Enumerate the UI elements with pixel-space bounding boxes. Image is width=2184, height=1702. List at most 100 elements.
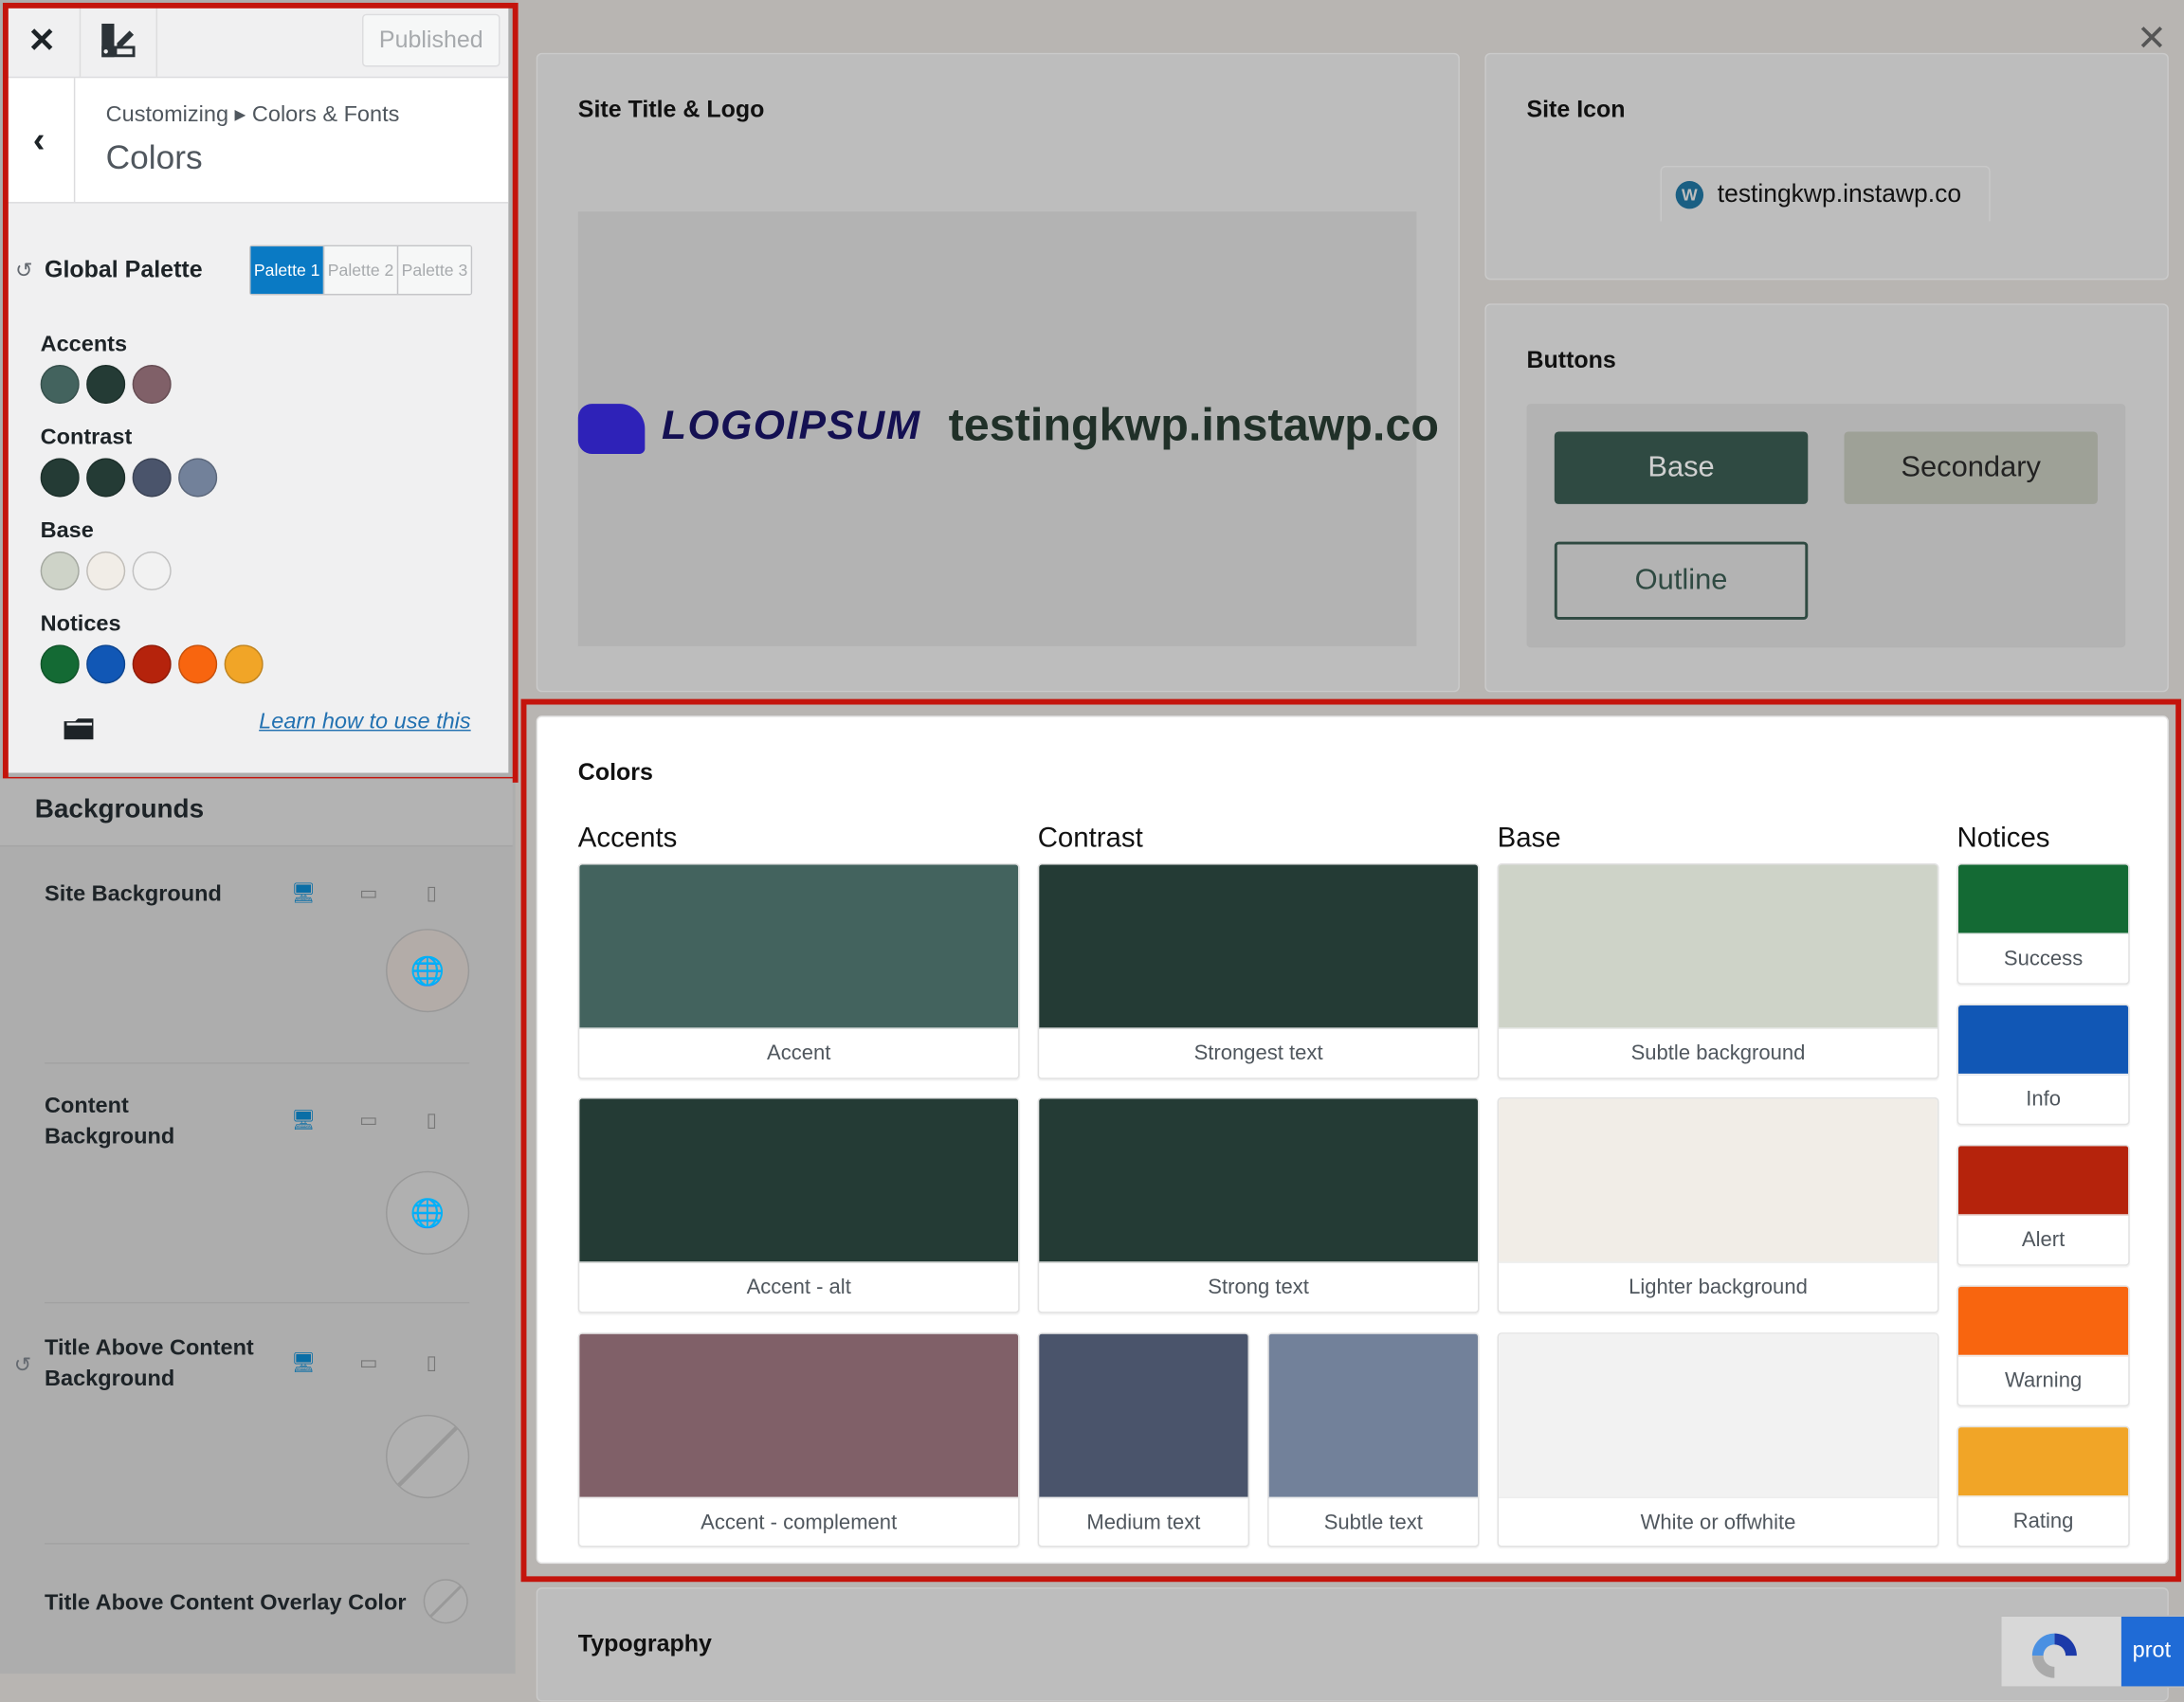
palette-color-swatch[interactable] bbox=[224, 644, 264, 684]
outline-button[interactable]: Outline bbox=[1554, 541, 1809, 620]
swatch-color bbox=[1268, 1333, 1479, 1499]
color-swatch-accent-alt[interactable]: Accent - alt bbox=[577, 1096, 1020, 1313]
back-button[interactable]: ‹ bbox=[4, 78, 76, 203]
palette-color-swatch[interactable] bbox=[40, 458, 80, 498]
swatch-color bbox=[1957, 1286, 2129, 1357]
paint-edit-icon[interactable] bbox=[81, 4, 158, 77]
content-background-picker[interactable]: 🌐 bbox=[386, 1170, 470, 1255]
palette-color-swatch[interactable] bbox=[178, 458, 218, 498]
global-palette-label: Global Palette bbox=[45, 256, 203, 283]
global-palette-panel: ↺ Global Palette Palette 1 Palette 2 Pal… bbox=[4, 203, 509, 773]
swatch-label: Subtle text bbox=[1268, 1496, 1479, 1546]
desktop-icon[interactable]: 🖥 bbox=[291, 1108, 317, 1132]
no-color-icon bbox=[396, 1425, 459, 1488]
palette-color-swatch[interactable] bbox=[132, 364, 172, 405]
desktop-icon[interactable]: 🖥 bbox=[291, 881, 317, 904]
color-swatch-alert[interactable]: Alert bbox=[1956, 1144, 2130, 1266]
swatch-color bbox=[1039, 1333, 1248, 1499]
accents-heading: Accents bbox=[577, 823, 678, 854]
swatch-label: Strong text bbox=[1039, 1261, 1479, 1312]
tab-palette-2[interactable]: Palette 2 bbox=[322, 246, 397, 295]
logo-text: LOGOIPSUM bbox=[661, 404, 921, 449]
card-title: Buttons bbox=[1526, 346, 1616, 373]
learn-how-link[interactable]: Learn how to use this bbox=[259, 710, 471, 734]
mobile-icon[interactable]: ▯ bbox=[426, 1350, 437, 1373]
no-color-icon bbox=[429, 1584, 463, 1619]
divider bbox=[45, 1543, 470, 1545]
tab-palette-1[interactable]: Palette 1 bbox=[250, 246, 323, 295]
color-swatch-white-offwhite[interactable]: White or offwhite bbox=[1497, 1332, 1939, 1548]
color-swatch-lighter-background[interactable]: Lighter background bbox=[1497, 1096, 1939, 1313]
backgrounds-heading: Backgrounds bbox=[34, 795, 205, 824]
color-swatch-subtle-text[interactable]: Subtle text bbox=[1267, 1332, 1480, 1548]
close-preview-icon[interactable]: ✕ bbox=[2137, 16, 2168, 59]
page-title: Colors bbox=[105, 138, 203, 177]
swatch-label: Rating bbox=[1957, 1495, 2129, 1546]
palette-color-swatch[interactable] bbox=[86, 458, 126, 498]
title-background-picker[interactable] bbox=[386, 1414, 470, 1499]
accents-swatches bbox=[40, 364, 172, 405]
color-swatch-strong-text[interactable]: Strong text bbox=[1037, 1096, 1480, 1313]
tablet-icon[interactable]: ▭ bbox=[359, 881, 378, 904]
overlay-color-picker[interactable] bbox=[423, 1579, 468, 1624]
logo-preview: LOGOIPSUM testingkwp.instawp.co bbox=[577, 211, 1439, 646]
mobile-icon[interactable]: ▯ bbox=[426, 881, 437, 904]
color-swatch-rating[interactable]: Rating bbox=[1956, 1425, 2130, 1548]
palette-tabs: Palette 1 Palette 2 Palette 3 bbox=[249, 244, 473, 296]
swatch-color bbox=[1957, 1427, 2129, 1497]
accents-label: Accents bbox=[40, 333, 128, 357]
color-swatch-info[interactable]: Info bbox=[1956, 1004, 2130, 1126]
chevron-left-icon: ‹ bbox=[32, 118, 46, 160]
palette-color-swatch[interactable] bbox=[178, 644, 218, 684]
palette-color-swatch[interactable] bbox=[86, 551, 126, 591]
swatch-label: Info bbox=[1957, 1073, 2129, 1124]
swatch-label: Subtle background bbox=[1499, 1027, 1938, 1077]
palette-color-swatch[interactable] bbox=[40, 364, 80, 405]
palette-color-swatch[interactable] bbox=[132, 644, 172, 684]
base-button[interactable]: Base bbox=[1554, 431, 1809, 504]
recaptcha-badge[interactable]: prot bbox=[2000, 1615, 2184, 1688]
title-above-content-background-label: Title Above Content Background bbox=[45, 1336, 254, 1391]
color-swatch-strongest-text[interactable]: Strongest text bbox=[1037, 863, 1480, 1079]
tablet-icon[interactable]: ▭ bbox=[359, 1350, 378, 1373]
content-background-label: Content Background bbox=[45, 1094, 175, 1150]
published-button[interactable]: Published bbox=[362, 13, 500, 67]
color-swatch-medium-text[interactable]: Medium text bbox=[1037, 1332, 1250, 1548]
site-background-picker[interactable]: 🌐 bbox=[386, 929, 470, 1013]
customizer-header: ✕ Published bbox=[4, 4, 509, 79]
swatch-color bbox=[1499, 864, 1938, 1029]
color-swatch-warning[interactable]: Warning bbox=[1956, 1285, 2130, 1407]
color-swatch-accent[interactable]: Accent bbox=[577, 863, 1020, 1079]
base-swatches bbox=[40, 551, 172, 591]
notices-label: Notices bbox=[40, 612, 121, 637]
palette-color-swatch[interactable] bbox=[40, 551, 80, 591]
tab-palette-3[interactable]: Palette 3 bbox=[396, 246, 471, 295]
contrast-swatches bbox=[40, 458, 218, 498]
swatch-label: Warning bbox=[1957, 1354, 2129, 1405]
palette-color-swatch[interactable] bbox=[86, 644, 126, 684]
card-title: Typography bbox=[577, 1630, 712, 1657]
color-swatch-success[interactable]: Success bbox=[1956, 863, 2130, 985]
palette-color-swatch[interactable] bbox=[132, 551, 172, 591]
swatch-color bbox=[1957, 1005, 2129, 1076]
reset-icon[interactable]: ↺ bbox=[13, 1353, 32, 1378]
tablet-icon[interactable]: ▭ bbox=[359, 1108, 378, 1132]
close-icon[interactable]: ✕ bbox=[4, 4, 82, 77]
mobile-icon[interactable]: ▯ bbox=[426, 1108, 437, 1132]
contrast-label: Contrast bbox=[40, 426, 133, 450]
base-heading: Base bbox=[1497, 823, 1561, 854]
palette-color-swatch[interactable] bbox=[132, 458, 172, 498]
desktop-icon[interactable]: 🖥 bbox=[291, 1350, 317, 1373]
swatch-label: Success bbox=[1957, 932, 2129, 983]
reset-icon[interactable]: ↺ bbox=[15, 259, 33, 283]
palette-color-swatch[interactable] bbox=[40, 644, 80, 684]
palette-color-swatch[interactable] bbox=[86, 364, 126, 405]
folder-icon[interactable] bbox=[63, 715, 96, 748]
swatch-label: White or offwhite bbox=[1499, 1496, 1938, 1546]
color-swatch-accent-complement[interactable]: Accent - complement bbox=[577, 1332, 1020, 1548]
secondary-button[interactable]: Secondary bbox=[1844, 431, 2098, 504]
customizer-sidebar: ✕ Published ‹ Customizing ▸ Colors & Fon… bbox=[0, 0, 519, 1675]
swatch-color bbox=[1039, 1098, 1479, 1263]
color-swatch-subtle-background[interactable]: Subtle background bbox=[1497, 863, 1939, 1079]
